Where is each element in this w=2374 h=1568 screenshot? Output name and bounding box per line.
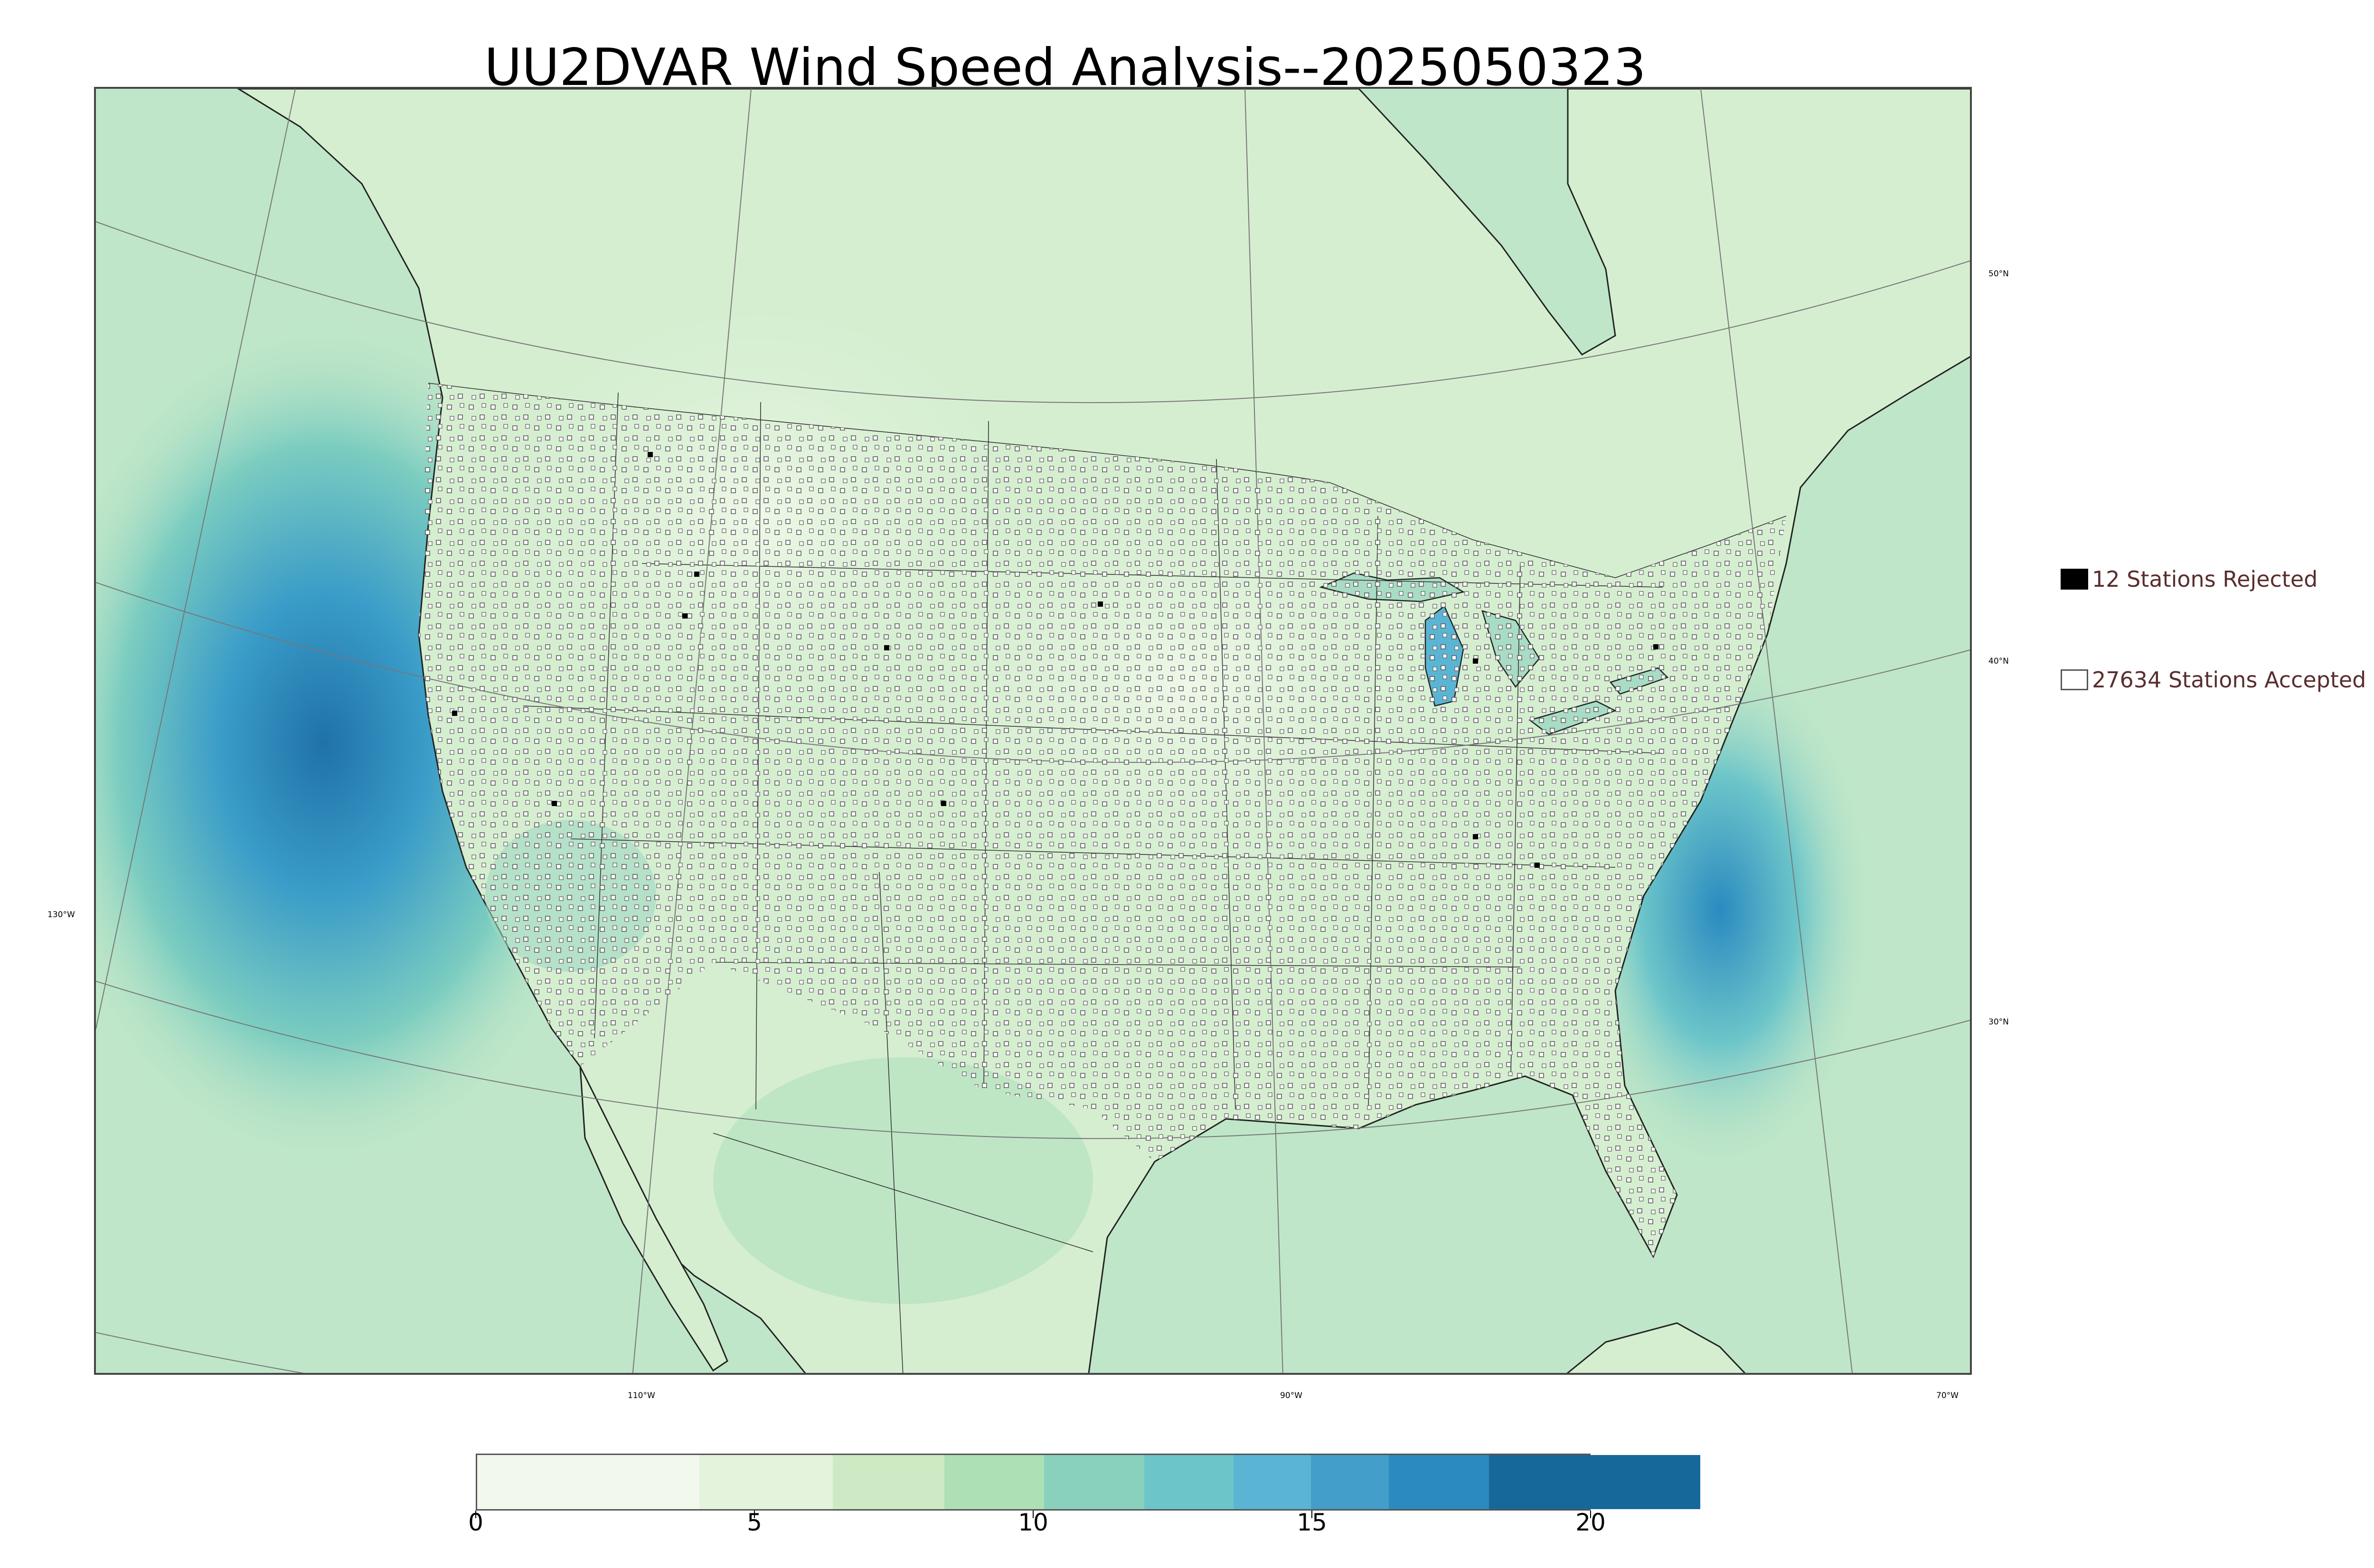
legend-accepted: 27634 Stations Accepted xyxy=(2061,666,2366,694)
lon-label-110w: 110°W xyxy=(628,1391,655,1400)
colorbar-segment xyxy=(1144,1455,1234,1509)
lon-label-90w: 90°W xyxy=(1280,1391,1302,1400)
baja-california xyxy=(579,1066,728,1372)
legend-rejected: 12 Stations Rejected xyxy=(2061,565,2317,593)
colorbar-segment xyxy=(1233,1455,1311,1509)
colorbar-segment xyxy=(1311,1455,1389,1509)
map-canvas xyxy=(96,89,1970,1373)
rejected-swatch xyxy=(2061,569,2088,590)
accepted-label: 27634 Stations Accepted xyxy=(2092,667,2366,693)
colorbar-segment xyxy=(477,1455,700,1509)
colorbar-tick xyxy=(754,1511,755,1518)
colorbar-tick xyxy=(475,1511,476,1518)
accepted-station-markers xyxy=(419,383,1786,1257)
colorbar-segment xyxy=(944,1455,1045,1509)
colorbar-segment xyxy=(699,1455,833,1509)
lat-label-50n: 50°N xyxy=(1988,269,2009,279)
lon-label-70w: 70°W xyxy=(1936,1391,1959,1400)
colorbar-tick xyxy=(1311,1511,1312,1518)
accepted-swatch xyxy=(2061,669,2088,690)
colorbar-segment xyxy=(1489,1455,1701,1509)
wind-speed-colorbar xyxy=(476,1454,1701,1511)
wind-speed-map[interactable] xyxy=(94,87,1972,1375)
lat-label-40n: 40°N xyxy=(1988,657,2009,666)
lat-label-30n: 30°N xyxy=(1988,1017,2009,1027)
colorbar-tick xyxy=(1033,1511,1034,1518)
lon-label-130w: 130°W xyxy=(47,910,75,920)
colorbar-segment xyxy=(1044,1455,1145,1509)
colorbar-segment xyxy=(1389,1455,1489,1509)
rejected-label: 12 Stations Rejected xyxy=(2092,566,2318,592)
rejected-station-markers xyxy=(452,452,1658,868)
colorbar-segment xyxy=(833,1455,944,1509)
colorbar-tick xyxy=(1590,1511,1591,1518)
